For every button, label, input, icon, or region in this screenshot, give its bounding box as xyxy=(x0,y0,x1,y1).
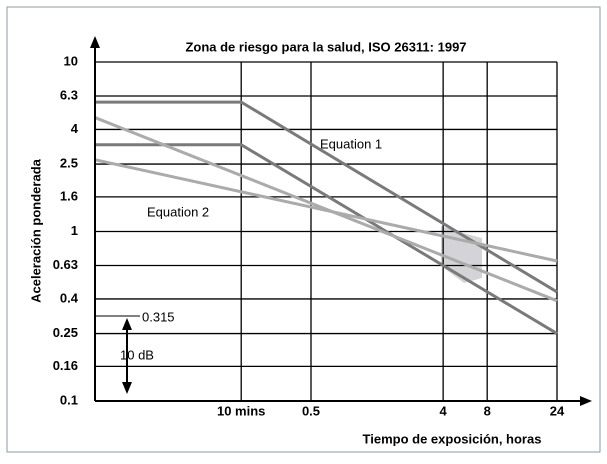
line xyxy=(95,143,558,335)
y-tick-label: 10 xyxy=(64,53,78,68)
annotation: Equation 2 xyxy=(147,204,209,219)
y-axis-label: Aceleración ponderada xyxy=(28,158,43,303)
y-tick-label: 6.3 xyxy=(60,87,78,102)
chart-title: Zona de riesgo para la salud, ISO 26311:… xyxy=(185,39,466,54)
y-arrow xyxy=(90,36,100,48)
line xyxy=(94,158,558,263)
x-tick-label: 8 xyxy=(484,403,491,418)
frame xyxy=(6,6,601,453)
y-tick-label: 1 xyxy=(71,223,78,238)
y-tick-label: 0.25 xyxy=(53,325,78,340)
y-tick-label: 0.16 xyxy=(53,358,78,373)
annotation: 0.315 xyxy=(142,309,175,324)
y-tick-label: 0.63 xyxy=(53,257,78,272)
y-tick-label: 1.6 xyxy=(60,188,78,203)
y-tick-label: 0.4 xyxy=(60,290,79,305)
line xyxy=(95,100,558,294)
arrow-head xyxy=(122,318,132,330)
y-tick-label: 2.5 xyxy=(60,155,78,170)
annotation: 10 dB xyxy=(120,347,154,362)
arrow-head xyxy=(122,382,132,394)
x-arrow xyxy=(580,396,592,406)
y-tick-label: 4 xyxy=(71,121,79,136)
x-tick-label: 24 xyxy=(550,403,565,418)
x-axis-label: Tiempo de exposición, horas xyxy=(363,431,542,446)
y-tick-label: 0.1 xyxy=(60,392,78,407)
x-tick-label: 0.5 xyxy=(302,403,320,418)
annotation: Equation 1 xyxy=(320,136,382,151)
x-tick-label: 10 mins xyxy=(217,403,265,418)
x-tick-label: 4 xyxy=(440,403,448,418)
